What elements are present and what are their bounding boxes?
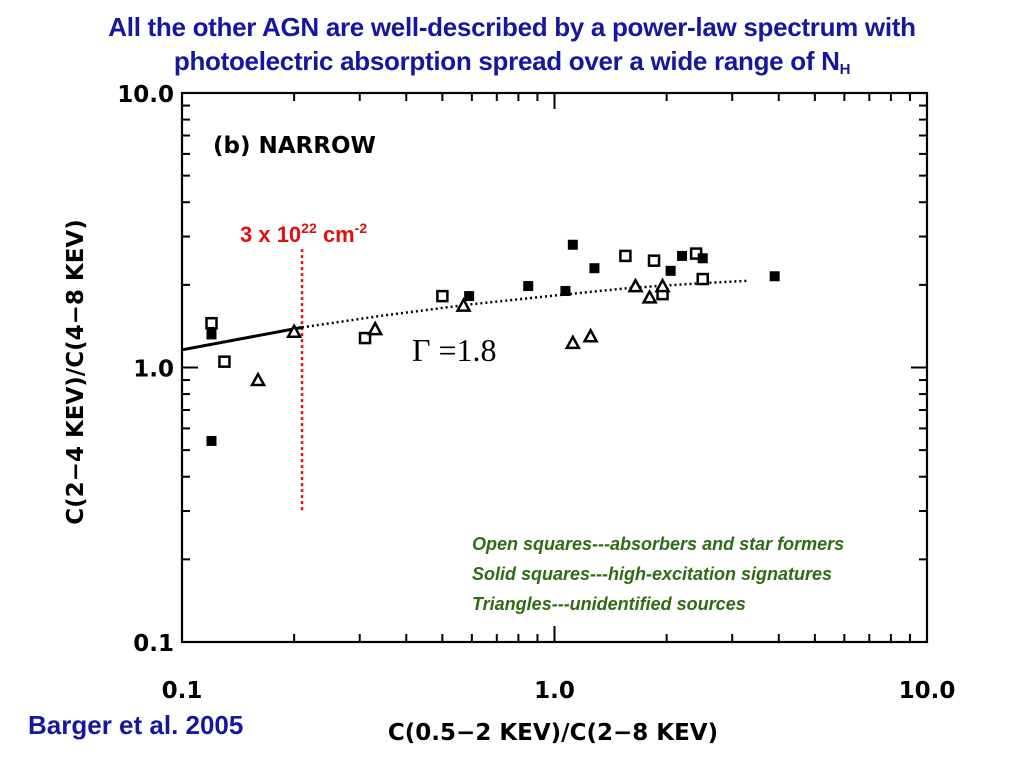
y-axis-label: C(2−4 KEV)/C(4−8 KEV)	[63, 219, 89, 524]
axis-ticks	[181, 92, 928, 643]
column-density-label-exponent: 22	[301, 220, 317, 236]
legend-note-line-3: Triangles---unidentified sources	[472, 594, 746, 614]
model-curve-solid	[181, 325, 303, 352]
triangle-point	[654, 277, 671, 293]
title-line-2-text: photoelectric absorption spread over a w…	[173, 46, 840, 76]
column-density-label: 3 x 1022 cm-2	[240, 220, 367, 247]
model-curve-label: Γ =1.8	[412, 332, 497, 368]
solid-square-point	[523, 281, 534, 292]
title-subscript: H	[839, 61, 851, 78]
y-tick-label: 1.0	[133, 357, 174, 383]
open-square-point	[647, 254, 661, 267]
triangle-point	[455, 297, 472, 312]
title-line-2: photoelectric absorption spread over a w…	[20, 42, 1004, 80]
y-tick-label: 0.1	[133, 631, 174, 657]
triangle-point	[641, 288, 658, 304]
column-density-label-unit-exponent: -2	[355, 220, 368, 236]
data-points	[205, 239, 780, 446]
x-tick-label: 0.1	[162, 678, 203, 704]
solid-square-point	[567, 239, 578, 250]
title-line-1: All the other AGN are well-described by …	[108, 12, 916, 42]
open-square-point	[218, 355, 231, 368]
triangle-point	[627, 277, 644, 293]
open-square-point	[619, 249, 632, 263]
x-tick-labels: 0.1 1.0 10.0	[162, 678, 956, 704]
open-square-point	[358, 331, 372, 345]
triangle-point	[582, 327, 599, 343]
solid-square-point	[589, 263, 600, 274]
chart-title: (b) NARROW	[213, 133, 376, 159]
triangle-point	[249, 371, 267, 387]
y-tick-labels: 0.1 1.0 10.0	[117, 82, 174, 657]
triangle-point	[367, 320, 384, 336]
column-density-label-base: 3 x 10	[240, 222, 301, 247]
legend-note-line-1: Open squares---absorbers and star former…	[472, 534, 844, 554]
solid-square-point	[464, 291, 475, 302]
y-tick-label: 10.0	[117, 82, 174, 108]
solid-square-point	[206, 329, 217, 340]
triangle-point	[286, 323, 303, 338]
x-tick-label: 1.0	[534, 678, 575, 704]
legend-note: Open squares---absorbers and star former…	[472, 534, 844, 614]
solid-square-point	[677, 250, 688, 261]
x-axis-label: C(0.5−2 KEV)/C(2−8 KEV)	[388, 720, 718, 746]
solid-square-point	[665, 265, 676, 276]
solid-square-point	[560, 285, 571, 296]
solid-square-point	[769, 271, 780, 282]
legend-note-line-2: Solid squares---high-excitation signatur…	[472, 564, 832, 584]
x-tick-label: 10.0	[899, 678, 956, 704]
solid-square-point	[697, 253, 708, 264]
citation: Barger et al. 2005	[28, 710, 244, 740]
column-density-label-unit: cm	[317, 222, 355, 247]
triangle-point	[564, 334, 581, 350]
open-square-point	[696, 272, 709, 286]
open-square-point	[205, 316, 218, 330]
plot-frame	[180, 91, 929, 644]
solid-square-point	[206, 435, 217, 446]
slide-title: All the other AGN are well-described by …	[20, 8, 1004, 80]
open-square-point	[436, 289, 449, 303]
